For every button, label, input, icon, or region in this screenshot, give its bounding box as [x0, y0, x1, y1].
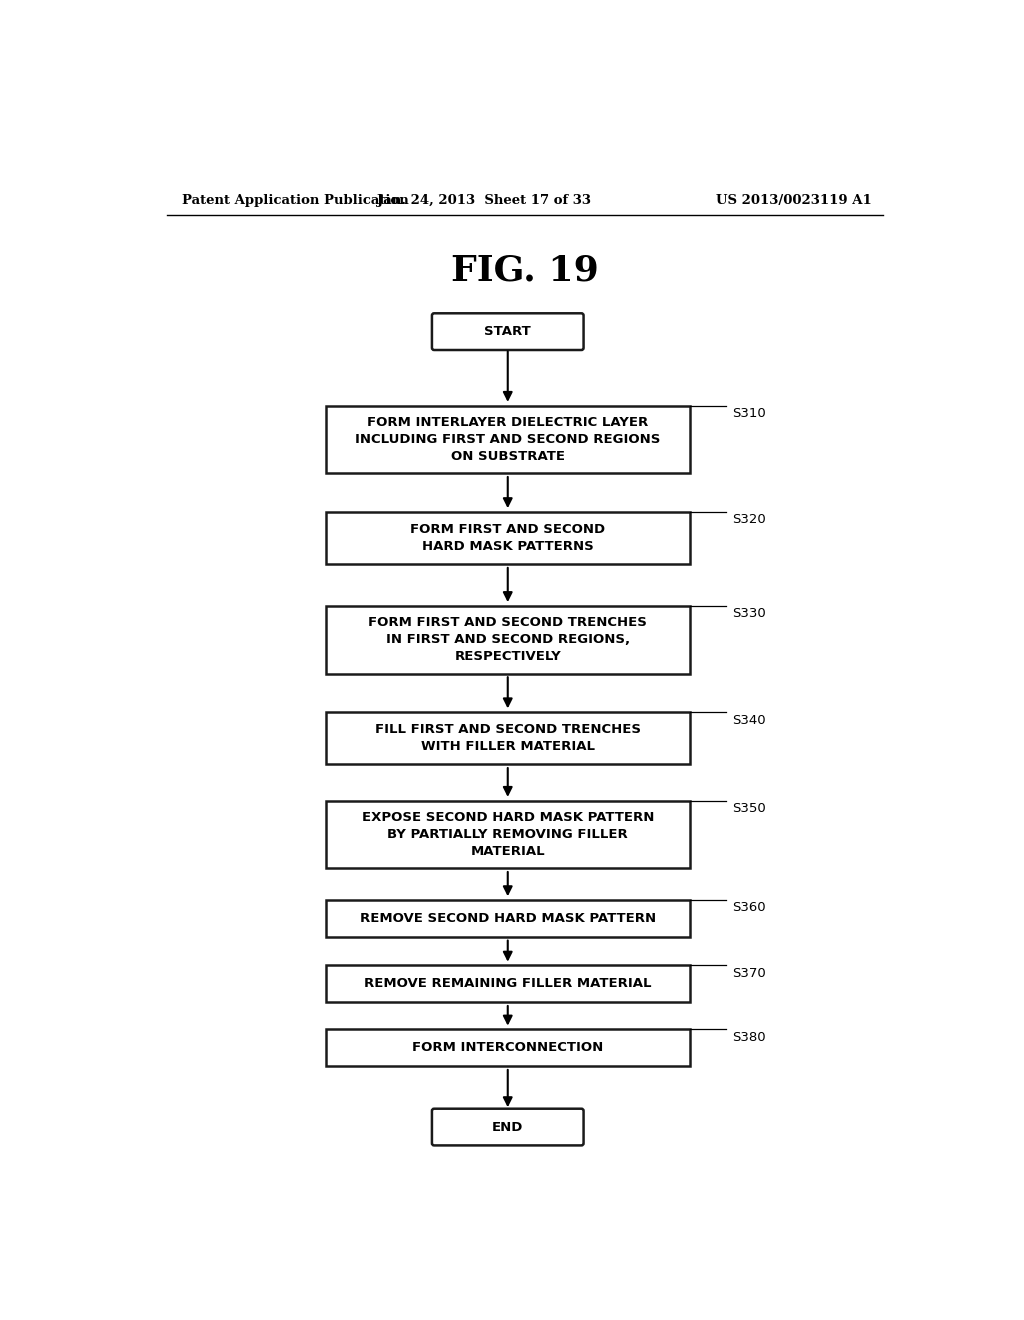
Text: FORM FIRST AND SECOND
HARD MASK PATTERNS: FORM FIRST AND SECOND HARD MASK PATTERNS	[411, 523, 605, 553]
Text: S360: S360	[732, 902, 766, 915]
Text: FIG. 19: FIG. 19	[451, 253, 599, 286]
FancyBboxPatch shape	[432, 1109, 584, 1146]
Bar	[326, 606, 690, 673]
Text: FORM INTERLAYER DIELECTRIC LAYER
INCLUDING FIRST AND SECOND REGIONS
ON SUBSTRATE: FORM INTERLAYER DIELECTRIC LAYER INCLUDI…	[355, 416, 660, 463]
Bar	[326, 800, 690, 869]
Bar	[326, 965, 690, 1002]
Text: S310: S310	[732, 407, 766, 420]
Text: Jan. 24, 2013  Sheet 17 of 33: Jan. 24, 2013 Sheet 17 of 33	[378, 194, 592, 207]
Text: US 2013/0023119 A1: US 2013/0023119 A1	[716, 194, 872, 207]
Text: S350: S350	[732, 803, 766, 816]
Text: FORM FIRST AND SECOND TRENCHES
IN FIRST AND SECOND REGIONS,
RESPECTIVELY: FORM FIRST AND SECOND TRENCHES IN FIRST …	[369, 616, 647, 663]
Text: S330: S330	[732, 607, 766, 620]
Text: FILL FIRST AND SECOND TRENCHES
WITH FILLER MATERIAL: FILL FIRST AND SECOND TRENCHES WITH FILL…	[375, 723, 641, 754]
Text: REMOVE SECOND HARD MASK PATTERN: REMOVE SECOND HARD MASK PATTERN	[359, 912, 655, 925]
Bar	[326, 900, 690, 937]
Text: START: START	[484, 325, 531, 338]
Bar	[326, 405, 690, 474]
FancyBboxPatch shape	[432, 313, 584, 350]
Bar	[326, 711, 690, 764]
Text: S370: S370	[732, 966, 766, 979]
Bar	[326, 1030, 690, 1067]
Text: S340: S340	[732, 714, 766, 726]
Text: S380: S380	[732, 1031, 766, 1044]
Text: S320: S320	[732, 513, 766, 527]
Text: Patent Application Publication: Patent Application Publication	[182, 194, 409, 207]
Text: END: END	[493, 1121, 523, 1134]
Text: FORM INTERCONNECTION: FORM INTERCONNECTION	[412, 1041, 603, 1055]
Bar	[326, 512, 690, 564]
Text: REMOVE REMAINING FILLER MATERIAL: REMOVE REMAINING FILLER MATERIAL	[364, 977, 651, 990]
Text: EXPOSE SECOND HARD MASK PATTERN
BY PARTIALLY REMOVING FILLER
MATERIAL: EXPOSE SECOND HARD MASK PATTERN BY PARTI…	[361, 810, 654, 858]
